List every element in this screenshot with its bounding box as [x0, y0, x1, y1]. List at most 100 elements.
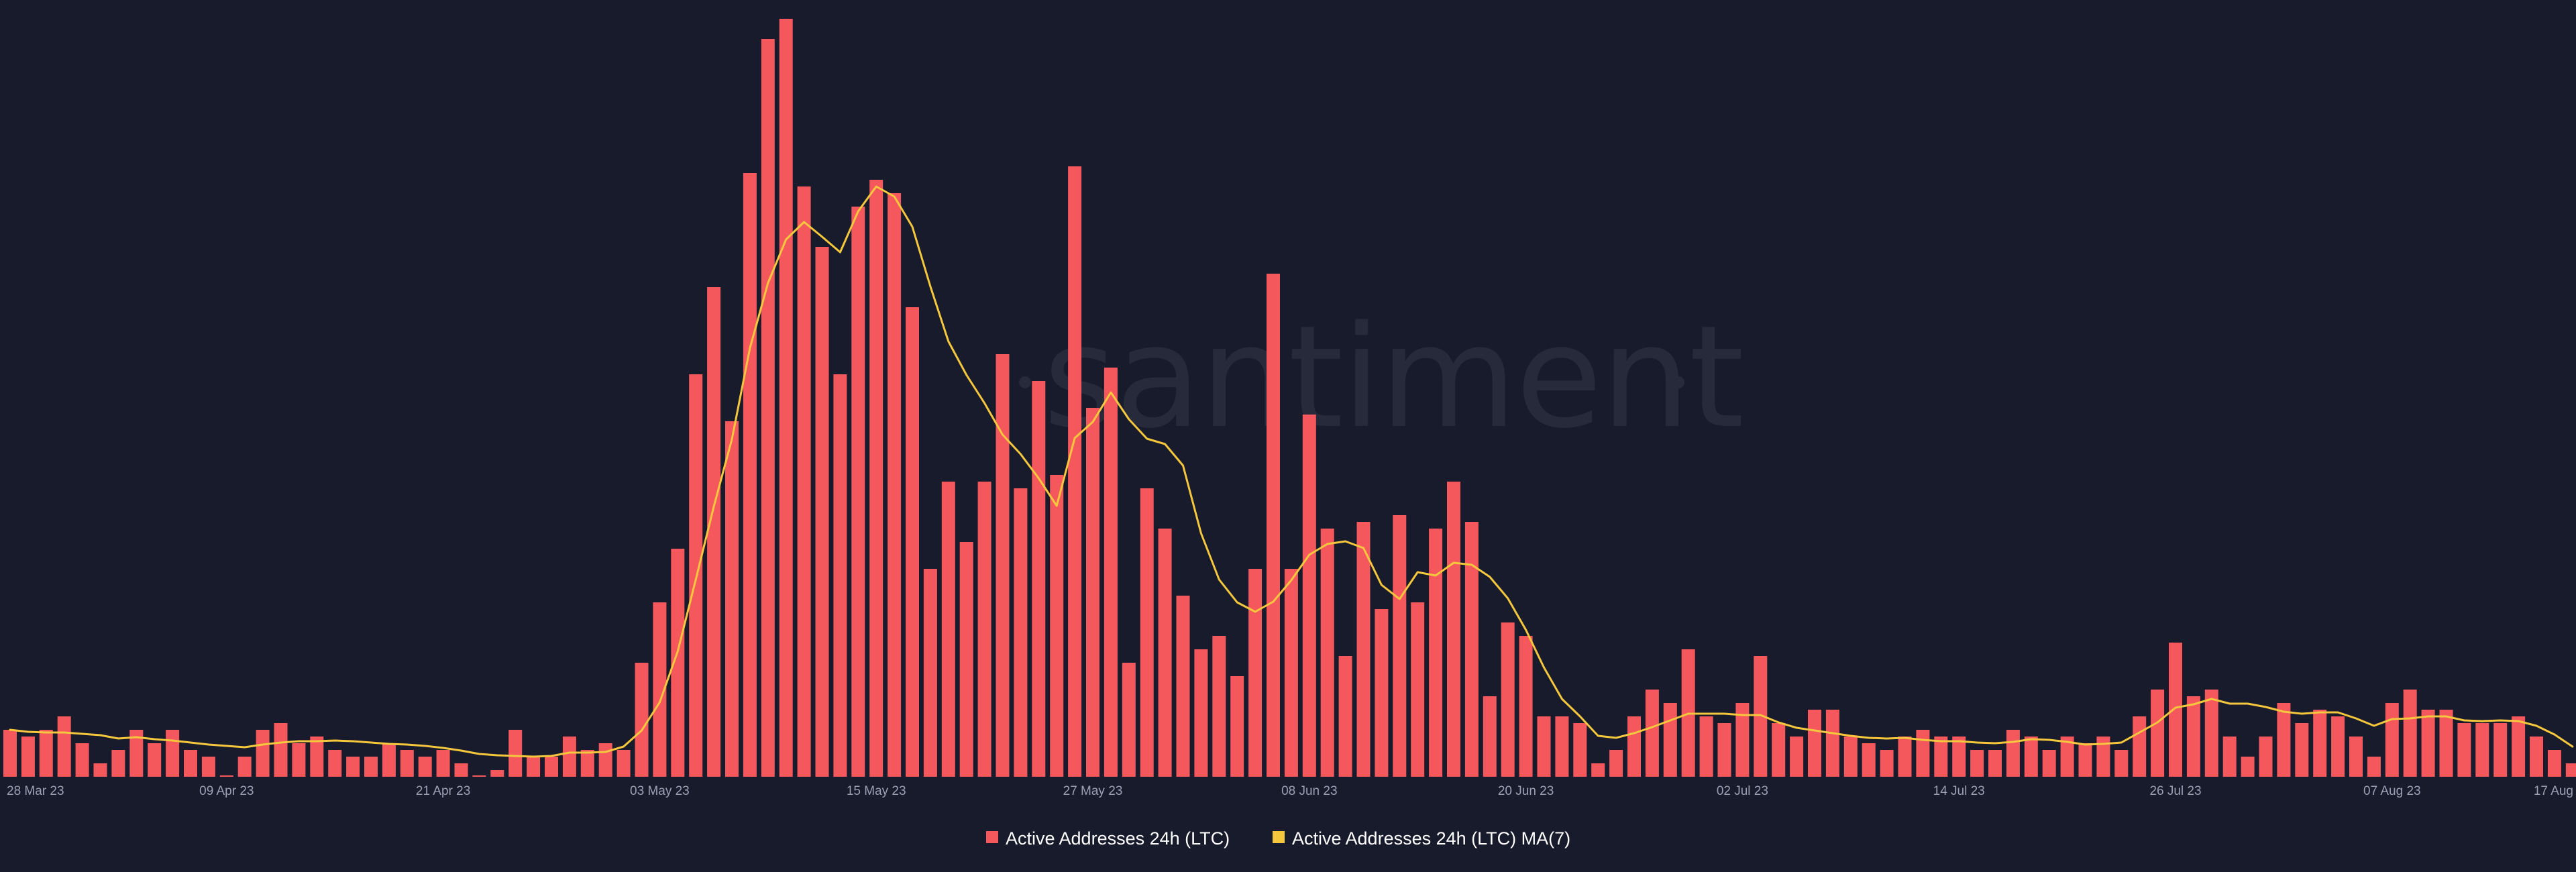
bar[interactable]	[3, 730, 17, 777]
bar[interactable]	[1483, 696, 1497, 777]
bar[interactable]	[454, 763, 468, 777]
bar[interactable]	[906, 307, 919, 777]
bar[interactable]	[2204, 690, 2218, 777]
bar[interactable]	[598, 743, 612, 777]
bar[interactable]	[1519, 636, 1533, 777]
bar[interactable]	[888, 193, 902, 777]
bar[interactable]	[93, 763, 107, 777]
bar[interactable]	[545, 757, 558, 777]
bar[interactable]	[2349, 737, 2363, 777]
legend[interactable]: Active Addresses 24h (LTC) Active Addres…	[986, 828, 1570, 849]
bar[interactable]	[923, 569, 937, 777]
bar[interactable]	[743, 173, 757, 777]
bar[interactable]	[527, 757, 541, 777]
bar[interactable]	[1140, 488, 1154, 777]
bar[interactable]	[1843, 737, 1858, 777]
bar[interactable]	[1699, 716, 1713, 777]
bar[interactable]	[2078, 743, 2092, 777]
bar[interactable]	[1609, 750, 1623, 777]
bar[interactable]	[400, 750, 414, 777]
bar[interactable]	[472, 775, 486, 777]
bar[interactable]	[1717, 723, 1731, 777]
bar[interactable]	[1808, 710, 1821, 777]
bar[interactable]	[653, 602, 667, 777]
bar[interactable]	[1429, 529, 1443, 777]
bar[interactable]	[851, 207, 865, 777]
bar[interactable]	[129, 730, 144, 777]
bar[interactable]	[2457, 723, 2471, 777]
bar[interactable]	[2024, 737, 2038, 777]
bar[interactable]	[2241, 757, 2255, 777]
bar[interactable]	[1212, 636, 1226, 777]
bar[interactable]	[1122, 663, 1136, 777]
bar[interactable]	[815, 247, 829, 777]
bar[interactable]	[2114, 750, 2129, 777]
bar[interactable]	[237, 757, 252, 777]
bar[interactable]	[508, 730, 523, 777]
bar[interactable]	[1627, 716, 1641, 777]
bar[interactable]	[1573, 723, 1587, 777]
bar[interactable]	[2385, 703, 2399, 777]
bar[interactable]	[2186, 696, 2200, 777]
bar[interactable]	[2421, 710, 2435, 777]
bar[interactable]	[1862, 743, 1876, 777]
bar[interactable]	[1068, 166, 1082, 777]
bar[interactable]	[1338, 656, 1352, 777]
bar[interactable]	[1772, 723, 1786, 777]
bar[interactable]	[2512, 716, 2526, 777]
bar[interactable]	[2331, 716, 2345, 777]
bar[interactable]	[2133, 716, 2147, 777]
bar[interactable]	[2042, 750, 2056, 777]
bar[interactable]	[1970, 750, 1984, 777]
bar[interactable]	[562, 737, 576, 777]
bar[interactable]	[2096, 737, 2110, 777]
bar[interactable]	[671, 549, 685, 777]
bar[interactable]	[2259, 737, 2273, 777]
bar[interactable]	[725, 421, 739, 777]
bar[interactable]	[2403, 690, 2417, 777]
bar[interactable]	[616, 750, 631, 777]
bar[interactable]	[1754, 656, 1768, 777]
bar[interactable]	[761, 39, 775, 777]
bar[interactable]	[111, 750, 125, 777]
bar[interactable]	[707, 287, 721, 777]
bar[interactable]	[2493, 723, 2508, 777]
bar[interactable]	[1464, 522, 1479, 777]
bar[interactable]	[959, 542, 973, 777]
bar[interactable]	[2439, 710, 2453, 777]
bar[interactable]	[292, 743, 306, 777]
bar[interactable]	[219, 775, 233, 777]
bar[interactable]	[2530, 737, 2543, 777]
bar[interactable]	[39, 730, 53, 777]
bar[interactable]	[2313, 710, 2327, 777]
bar[interactable]	[1934, 737, 1948, 777]
bar[interactable]	[1375, 609, 1389, 777]
bar[interactable]	[2475, 723, 2489, 777]
bar[interactable]	[75, 743, 89, 777]
bar[interactable]	[1501, 622, 1515, 777]
bar[interactable]	[941, 482, 955, 777]
bar[interactable]	[1645, 690, 1659, 777]
bar[interactable]	[418, 757, 432, 777]
bar[interactable]	[2060, 737, 2074, 777]
bar[interactable]	[148, 743, 162, 777]
bar[interactable]	[2169, 643, 2182, 777]
bar[interactable]	[1032, 381, 1046, 777]
bar[interactable]	[869, 180, 883, 777]
bar[interactable]	[2277, 703, 2291, 777]
bar[interactable]	[580, 750, 594, 777]
bar[interactable]	[310, 737, 324, 777]
bar[interactable]	[1790, 737, 1804, 777]
legend-item-active-addresses[interactable]: Active Addresses 24h (LTC)	[986, 828, 1230, 849]
bar[interactable]	[2295, 723, 2309, 777]
bar[interactable]	[779, 19, 793, 777]
bar[interactable]	[328, 750, 342, 777]
bar[interactable]	[1230, 676, 1244, 777]
bar[interactable]	[1320, 529, 1334, 777]
bar[interactable]	[2222, 737, 2237, 777]
bar[interactable]	[57, 716, 71, 777]
bar[interactable]	[2006, 730, 2020, 777]
bar[interactable]	[166, 730, 180, 777]
bar[interactable]	[201, 757, 215, 777]
bar[interactable]	[382, 743, 396, 777]
